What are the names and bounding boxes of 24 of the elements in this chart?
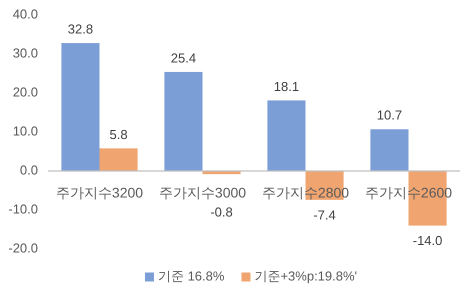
data-label: 5.8 [110, 126, 128, 142]
data-label: -7.4 [313, 207, 336, 222]
legend-label: 기준 16.8% [158, 268, 225, 284]
bar [164, 72, 202, 171]
y-tick-label: 40.0 [12, 6, 38, 22]
y-tick-label: 20.0 [12, 84, 38, 100]
data-label: -0.8 [210, 204, 233, 220]
bar [267, 100, 306, 171]
y-tick-label: 10.0 [12, 123, 38, 138]
legend-label: 기준+3%p:19.8%' [254, 268, 358, 284]
y-tick-label: -10.0 [8, 201, 38, 216]
data-label: 32.8 [68, 22, 94, 37]
data-label: 18.1 [274, 78, 300, 94]
data-label: 25.4 [170, 50, 196, 66]
bar [370, 129, 408, 171]
y-tick-label: -20.0 [8, 240, 38, 256]
y-tick-label: 0.0 [20, 162, 38, 178]
bar [61, 43, 100, 171]
bar [100, 148, 138, 171]
data-label: -14.0 [412, 233, 442, 248]
x-tick-label: 주가지수3000 [158, 184, 246, 201]
y-tick-label: 30.0 [12, 45, 38, 60]
data-label: 10.7 [376, 108, 402, 123]
x-tick-label: 주가지수3200 [56, 184, 144, 201]
